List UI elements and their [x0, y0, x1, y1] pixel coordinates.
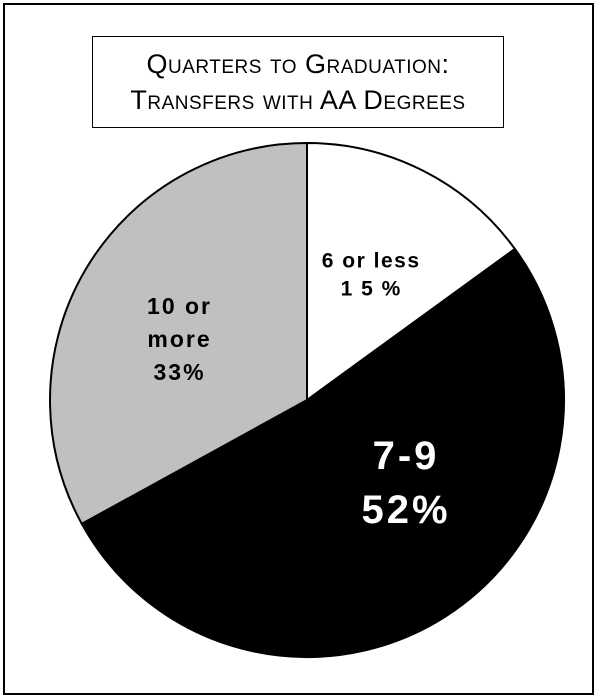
slice-1-category-label: 6 or less [322, 249, 421, 272]
chart-title-line-2: Transfers with AA Degrees [130, 85, 466, 115]
slice-3-category-label: more [147, 326, 211, 352]
pie-slice-1 [306, 141, 517, 402]
slice-1-percent-label: 1 5 % [341, 277, 402, 300]
chart-title-line-1: Quarters to Graduation: [146, 49, 450, 79]
slice-3-category-label: 10 or [147, 293, 212, 319]
pie-slice-3 [49, 141, 308, 526]
pie-slice-2 [80, 247, 565, 658]
slice-2-percent-label: 52% [361, 488, 450, 532]
slice-3-percent-label: 33% [154, 359, 206, 385]
chart-title: Quarters to Graduation: Transfers with A… [92, 36, 504, 128]
slice-2-category-label: 7-9 [373, 434, 440, 478]
